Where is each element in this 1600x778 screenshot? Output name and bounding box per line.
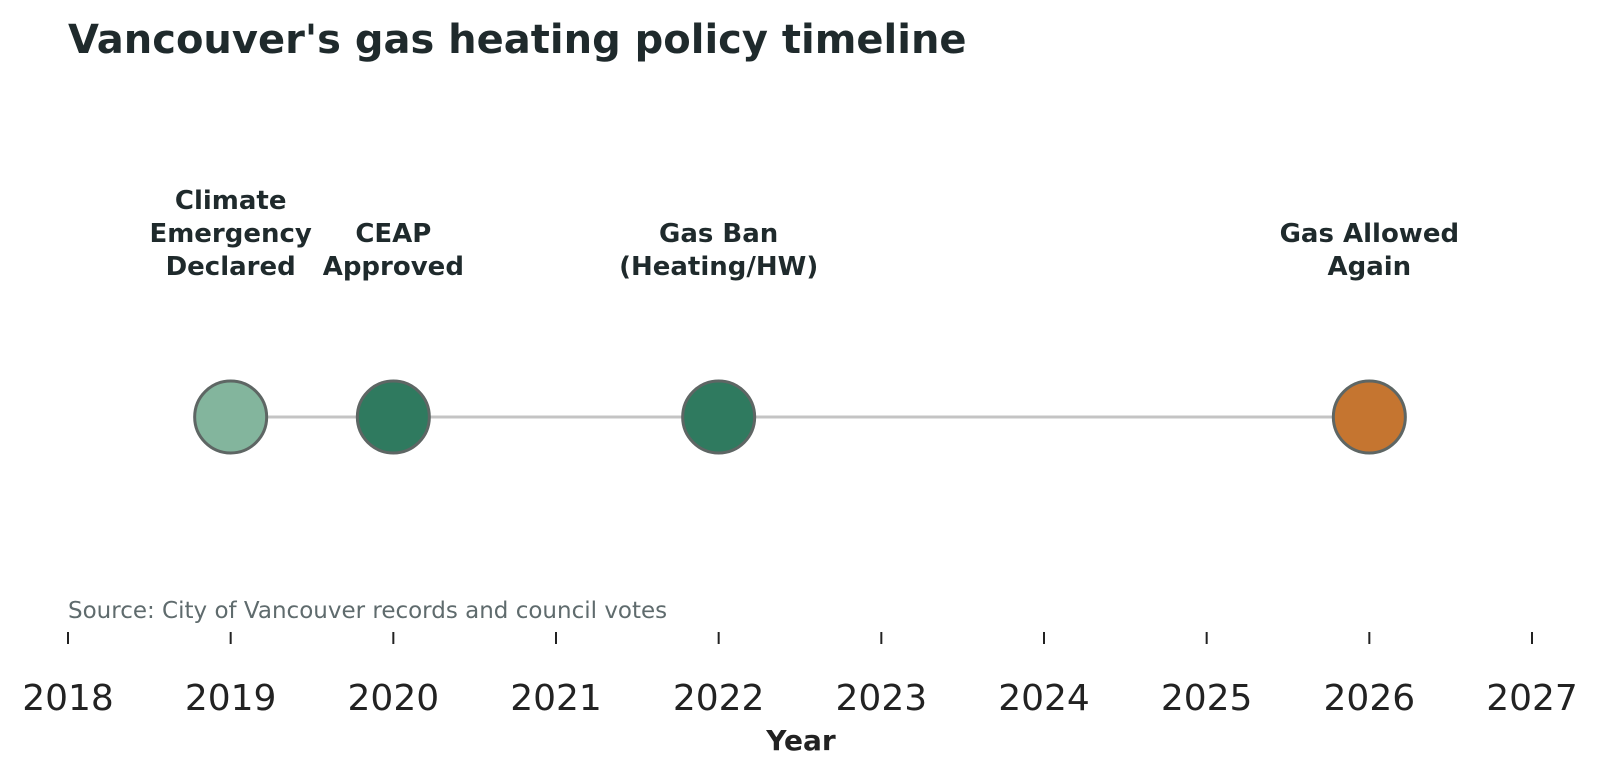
x-tick-label: 2024 bbox=[998, 678, 1090, 719]
x-tick-label: 2027 bbox=[1486, 678, 1578, 719]
x-tick-label: 2023 bbox=[836, 678, 928, 719]
event-label: CEAP Approved bbox=[323, 219, 464, 282]
x-tick-label: 2019 bbox=[185, 678, 277, 719]
event-marker bbox=[355, 379, 431, 455]
event-label: Climate Emergency Declared bbox=[149, 186, 311, 282]
event-marker bbox=[193, 379, 269, 455]
event-label-line: Emergency bbox=[149, 219, 311, 249]
event-markers bbox=[193, 379, 1407, 455]
event-label-line: Gas Allowed bbox=[1280, 219, 1460, 249]
event-marker bbox=[1331, 379, 1407, 455]
x-tick-label: 2021 bbox=[510, 678, 602, 719]
event-label-line: Climate bbox=[175, 186, 287, 216]
x-axis-label: Year bbox=[765, 724, 836, 757]
event-label-line: (Heating/HW) bbox=[619, 252, 818, 282]
source-note: Source: City of Vancouver records and co… bbox=[68, 598, 667, 624]
x-tick-label: 2020 bbox=[348, 678, 440, 719]
event-marker bbox=[681, 379, 757, 455]
x-tick-label: 2025 bbox=[1161, 678, 1253, 719]
x-tick-label: 2018 bbox=[22, 678, 114, 719]
event-label-line: Approved bbox=[323, 252, 464, 282]
chart-title: Vancouver's gas heating policy timeline bbox=[68, 17, 967, 63]
event-label-line: Again bbox=[1327, 252, 1411, 282]
event-label: Gas Ban (Heating/HW) bbox=[619, 219, 818, 282]
x-tick-label: 2026 bbox=[1324, 678, 1416, 719]
x-axis: 2018 2019 2020 2021 2022 2023 2024 2025 2026 2027 bbox=[22, 632, 1578, 719]
event-label-line: Declared bbox=[166, 252, 296, 282]
event-label: Gas Allowed Again bbox=[1280, 219, 1460, 282]
event-label-line: Gas Ban bbox=[659, 219, 778, 249]
x-tick-label: 2022 bbox=[673, 678, 765, 719]
event-label-line: CEAP bbox=[355, 219, 431, 249]
